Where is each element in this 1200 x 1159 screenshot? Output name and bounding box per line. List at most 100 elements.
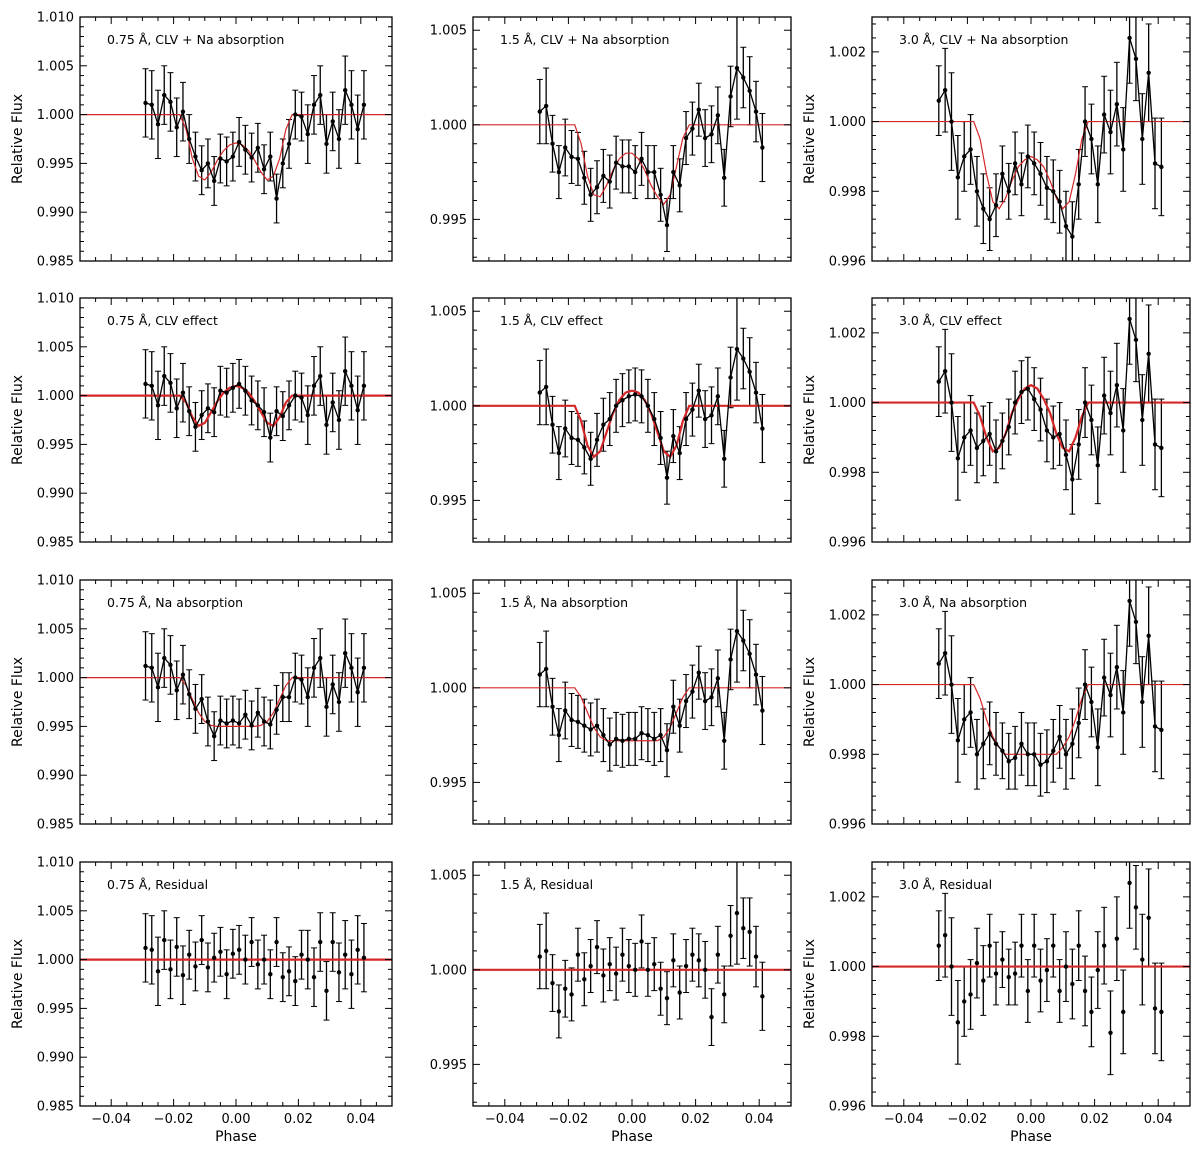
data-point (168, 967, 173, 972)
data-point (620, 164, 625, 169)
data-point (683, 416, 689, 422)
data-point (1031, 752, 1037, 757)
data-point (349, 102, 354, 108)
data-point (361, 102, 367, 108)
data-point (349, 665, 354, 671)
data-point (563, 708, 568, 713)
data-point (174, 944, 179, 950)
y-tick-label: 1.002 (829, 608, 866, 623)
data-point (588, 727, 593, 732)
data-point (1159, 727, 1164, 733)
data-point (155, 969, 161, 974)
data-point (753, 109, 759, 114)
y-tick-label: 0.995 (37, 720, 74, 735)
data-point (968, 992, 973, 997)
data-point (1121, 710, 1126, 715)
data-point (620, 952, 625, 957)
data-point (537, 390, 542, 395)
y-tick-label: 1.002 (829, 890, 866, 905)
data-point (255, 145, 261, 150)
data-point (255, 710, 261, 715)
panel-title: 3.0 Å, Na absorption (899, 595, 1027, 610)
data-point (658, 986, 663, 991)
data-point (1019, 943, 1024, 948)
data-point (261, 409, 267, 415)
data-point (747, 929, 752, 935)
data-point (942, 933, 948, 938)
data-point (324, 422, 329, 428)
data-point (702, 698, 708, 704)
model-line (473, 389, 791, 459)
data-point (734, 65, 740, 71)
y-tick-label: 1.005 (37, 340, 74, 355)
data-point (149, 102, 154, 108)
data-point (187, 952, 192, 957)
data-point (274, 196, 279, 201)
data-point (734, 628, 740, 634)
data-point (1095, 463, 1100, 468)
model-line (473, 124, 791, 206)
x-tick-label: −0.04 (485, 1112, 525, 1127)
data-point (224, 721, 229, 726)
data-line (145, 368, 365, 438)
y-tick-label: 0.985 (37, 255, 74, 270)
data-point (1076, 720, 1081, 726)
data-point (1012, 400, 1018, 405)
data-point (286, 969, 292, 974)
y-tick-label: 0.990 (37, 487, 74, 502)
data-line (938, 37, 1162, 239)
y-tick-label: 0.995 (430, 1058, 467, 1073)
data-point (702, 135, 708, 141)
y-tick-label: 0.995 (430, 776, 467, 791)
y-tick-label: 1.000 (430, 963, 467, 978)
data-point (211, 409, 217, 415)
data-point (230, 385, 236, 390)
data-point (702, 967, 708, 973)
panel-title: 3.0 Å, Residual (899, 877, 992, 892)
data-point (1089, 136, 1094, 142)
data-point (243, 147, 248, 152)
data-point (987, 943, 992, 948)
plot-area (80, 910, 392, 1021)
data-point (1140, 699, 1145, 705)
data-point (1070, 234, 1075, 239)
data-point (639, 394, 644, 399)
data-point (594, 437, 600, 443)
data-point (696, 388, 701, 393)
data-point (550, 141, 555, 146)
data-point (645, 732, 651, 738)
data-point (632, 967, 638, 973)
data-point (324, 988, 329, 994)
data-point (626, 736, 632, 742)
data-point (696, 107, 701, 112)
data-point (1038, 978, 1043, 983)
data-point (639, 939, 644, 944)
data-point (569, 717, 574, 723)
data-point (620, 738, 625, 743)
data-point (588, 192, 593, 197)
data-point (734, 346, 740, 352)
data-point (305, 957, 310, 962)
chart-panel: −0.04 −0.02 0.00 0.02 0.04 0.996 0.998 1.000 1.0… (802, 861, 1191, 1145)
y-tick-label: 1.000 (430, 681, 467, 696)
data-line (145, 87, 365, 199)
data-point (193, 706, 198, 712)
data-point (696, 670, 701, 675)
data-point (563, 986, 568, 991)
y-tick-label: 0.996 (829, 255, 866, 270)
data-point (1089, 417, 1094, 423)
data-point (715, 676, 721, 681)
data-point (753, 672, 759, 677)
x-tick-label: 0.02 (1080, 1112, 1109, 1127)
data-point (556, 1009, 562, 1014)
plot-area (80, 618, 392, 762)
y-tick-label: 1.000 (829, 960, 866, 975)
data-point (168, 380, 173, 386)
data-point (286, 694, 292, 700)
data-point (690, 952, 695, 957)
data-point (1012, 161, 1018, 166)
axes-frame (79, 297, 393, 543)
data-point (1006, 424, 1011, 430)
data-point (575, 719, 581, 725)
data-point (1108, 1030, 1113, 1036)
